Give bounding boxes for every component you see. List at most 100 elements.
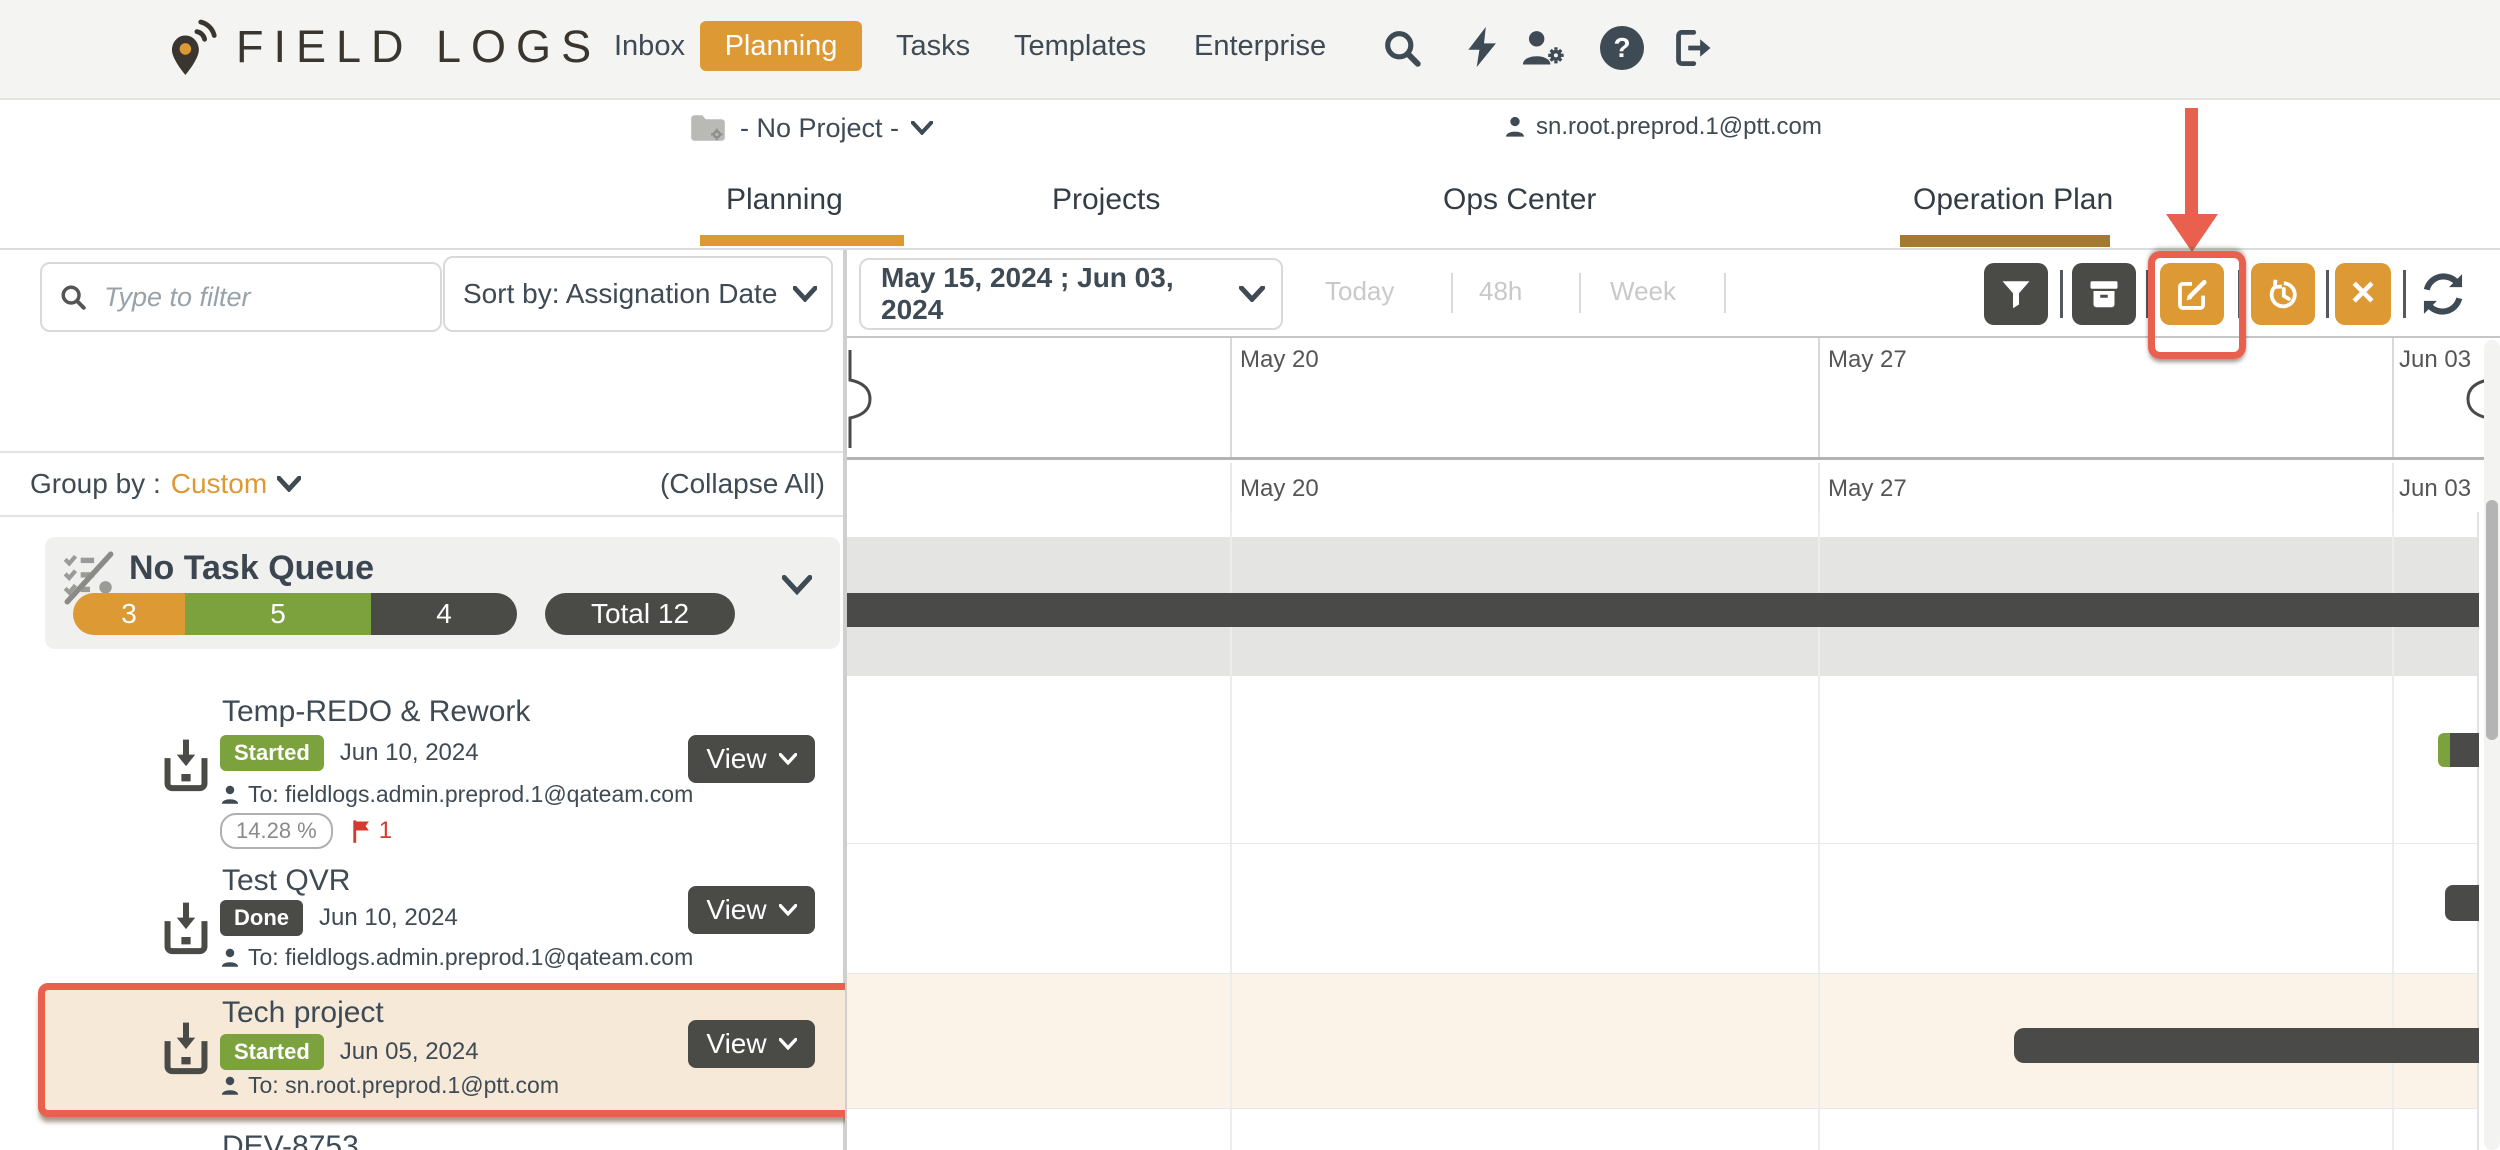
task-tray-icon [164,739,208,792]
edit-plan-button[interactable] [2160,263,2224,325]
task-card-temp-redo[interactable]: Temp-REDO & Rework Started Jun 10, 2024 … [100,695,820,910]
task-date: Jun 10, 2024 [339,739,479,766]
top-bar: FIELD LOGS Inbox Planning Tasks Template… [0,0,2500,100]
range-handle-left[interactable] [847,350,873,448]
user-account[interactable]: sn.root.preprod.1@ptt.com [1504,113,1822,141]
tab-ops-center[interactable]: Ops Center [1443,183,1597,216]
gantt-bar-test-qvr[interactable] [2445,885,2479,921]
brand-logo[interactable]: FIELD LOGS [170,16,601,78]
task-title: DEV-8753 [222,1130,359,1150]
filter-search-input[interactable] [102,280,426,314]
timeline-header: May 20 May 27 Jun 03 [847,463,2500,512]
lightning-icon[interactable] [1462,24,1506,75]
row-divider [847,1108,2479,1109]
separator [1579,273,1581,313]
gridline [1818,338,1820,457]
chevron-down-icon [1239,286,1265,302]
task-date: Jun 05, 2024 [339,1038,479,1065]
nav-inbox[interactable]: Inbox [614,30,685,62]
quick-range-48h[interactable]: 48h [1479,276,1523,306]
user-icon [1506,116,1524,137]
project-folder-icon [691,115,725,141]
task-assignee: To: fieldlogs.admin.preprod.1@qateam.com [248,944,694,970]
chevron-down-icon [778,904,797,916]
gridline [1230,512,1232,1150]
task-card-dev-8753[interactable]: DEV-8753 [100,1130,820,1150]
filter-search-box[interactable] [40,262,442,332]
row-divider [847,973,2479,974]
task-card-tech-project[interactable]: Tech project Started Jun 05, 2024 To: sn… [100,996,820,1106]
tab-operation-plan-underline [1900,235,2110,247]
group-collapse-chevron-icon[interactable] [782,575,812,595]
annotation-box-edit-button [2148,251,2246,359]
user-gear-icon[interactable] [1518,26,1570,75]
tab-planning[interactable]: Planning [726,183,843,216]
quick-range-week[interactable]: Week [1610,276,1676,306]
gantt-summary-bar[interactable] [847,593,2479,627]
flag-count: 1 [378,817,393,844]
range-handle-right[interactable] [2465,350,2491,448]
group-row-band [847,627,2479,676]
project-selector[interactable]: - No Project - [688,112,934,144]
view-button[interactable]: View [688,735,815,783]
date-range-label: May 15, 2024 ; Jun 03, 2024 [881,262,1174,325]
tab-projects[interactable]: Projects [1052,183,1161,216]
count-badge-green: 5 [185,593,371,635]
scrollbar-thumb[interactable] [2486,500,2498,740]
status-badge: Done [220,900,303,936]
separator [2326,270,2329,318]
group-header-no-task-queue[interactable]: No Task Queue 3 5 4 Total 12 [45,537,840,649]
logout-icon[interactable] [1668,26,1714,75]
progress-badge: 14.28 % [220,813,333,849]
gridline [2392,512,2394,1150]
sub-header-row: - No Project - sn.root.preprod.1@ptt.com [0,100,2500,155]
history-button[interactable] [2251,263,2315,325]
task-title: Test QVR [222,864,351,897]
filter-button[interactable] [1984,263,2048,325]
sort-by-label: Sort by: Assignation Date [463,278,778,309]
gantt-bar-tech-project[interactable] [2014,1028,2479,1063]
gantt-bar-progress [2438,733,2450,767]
status-badge: Started [220,1034,324,1070]
timeline-label: May 27 [1828,475,1907,502]
task-list-panel: Sort by: Assignation Date Group by : Cus… [0,250,862,1150]
date-range-dropdown[interactable]: May 15, 2024 ; Jun 03, 2024 [859,258,1283,330]
nav-planning[interactable]: Planning [700,21,862,71]
collapse-all-link[interactable]: (Collapse All) [660,468,825,499]
task-card-test-qvr[interactable]: Test QVR Done Jun 10, 2024 To: fieldlogs… [100,864,820,1024]
gantt-bar-temp-redo[interactable] [2438,733,2479,767]
group-status-counts: 3 5 4 [73,593,517,635]
tab-operation-plan[interactable]: Operation Plan [1913,183,2114,216]
archive-button[interactable] [2072,263,2136,325]
refresh-button[interactable] [2417,268,2469,325]
history-clock-icon [2269,279,2297,309]
view-button-label: View [706,743,767,774]
timeline-label: May 27 [1828,346,1907,373]
gantt-panel: May 15, 2024 ; Jun 03, 2024 Today 48h We… [845,250,2500,1150]
gridline [1818,512,1820,1150]
nav-tasks[interactable]: Tasks [896,30,971,62]
plot-edge-line [2477,512,2479,1150]
search-icon[interactable] [1380,26,1424,75]
archive-box-icon [2090,281,2118,308]
sort-by-dropdown[interactable]: Sort by: Assignation Date [443,256,833,332]
chevron-down-icon[interactable] [277,476,302,492]
close-button[interactable]: × [2335,263,2391,325]
group-row-band [847,537,2479,593]
view-button-label: View [706,1028,767,1059]
chevron-down-icon [793,286,817,302]
timeline-range-selector[interactable]: May 20 May 27 Jun 03 [847,336,2500,460]
view-button[interactable]: View [688,886,815,934]
quick-range-today[interactable]: Today [1325,276,1395,306]
view-button-label: View [706,894,767,925]
view-button[interactable]: View [688,1020,815,1068]
nav-templates[interactable]: Templates [1014,30,1147,62]
separator [2403,270,2406,318]
group-by-value[interactable]: Custom [170,468,268,499]
vertical-scrollbar[interactable] [2484,340,2500,1150]
task-date: Jun 10, 2024 [319,904,458,931]
group-title: No Task Queue [129,549,374,587]
separator [1724,273,1726,313]
help-icon[interactable]: ? [1600,26,1644,70]
nav-enterprise[interactable]: Enterprise [1194,30,1327,62]
